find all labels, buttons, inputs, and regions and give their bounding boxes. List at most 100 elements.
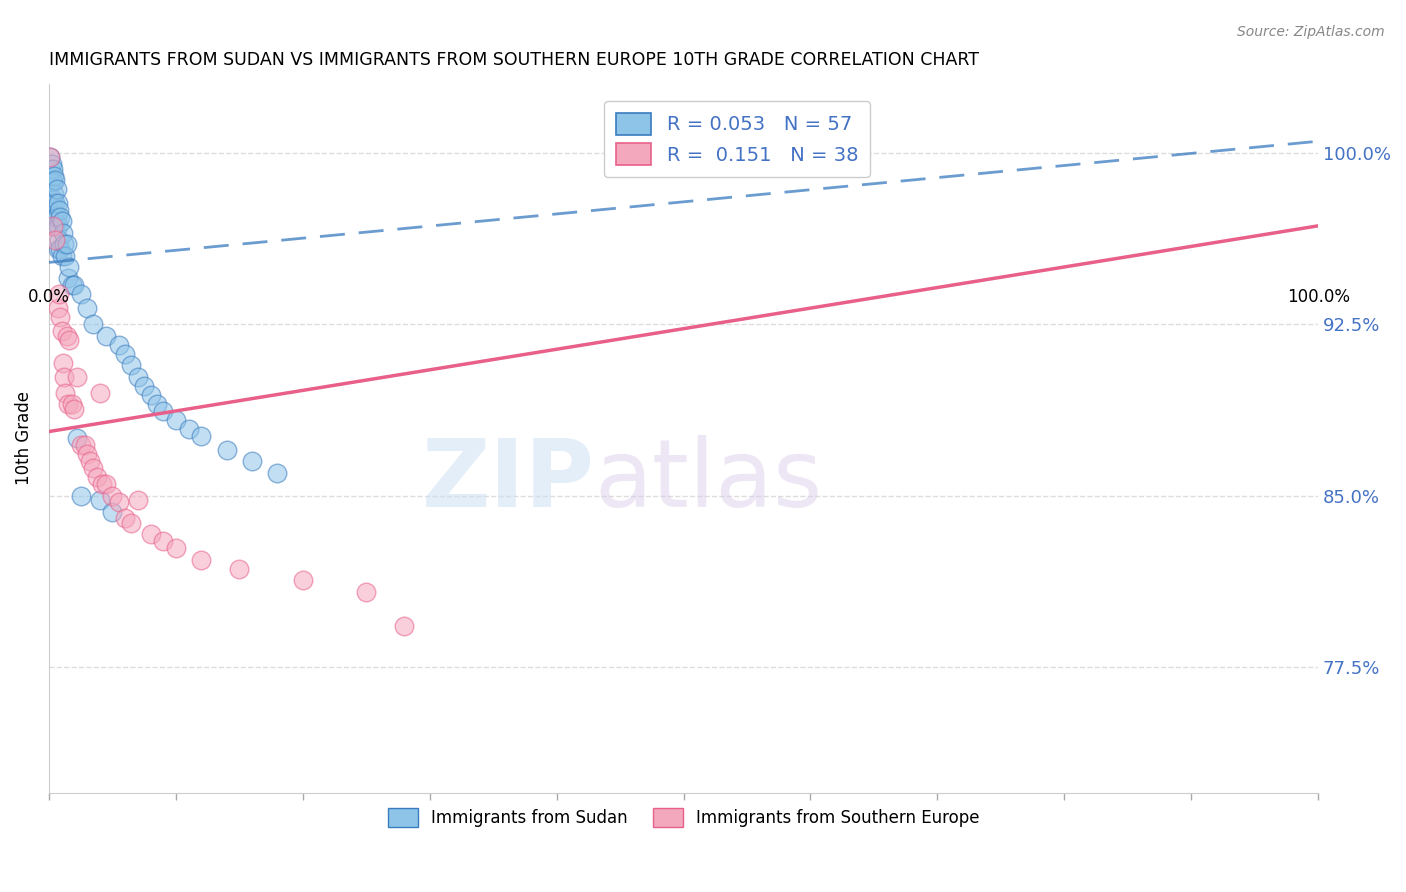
Point [190, 429, 212, 443]
Point [215, 442, 238, 457]
Point [52, 356, 75, 370]
Point [139, 527, 162, 541]
Point [58, 333, 80, 347]
Point [63, 401, 86, 416]
Point [55, 237, 77, 252]
Point [66, 369, 89, 384]
Point [76, 447, 98, 461]
Point [134, 379, 156, 393]
Point [46, 242, 69, 256]
Point [228, 562, 250, 576]
Point [39, 150, 62, 164]
Point [51, 214, 73, 228]
Text: 0.0%: 0.0% [28, 288, 70, 306]
Point [41, 157, 63, 171]
Point [39, 161, 62, 176]
Point [94, 477, 117, 491]
Point [46, 219, 69, 233]
Point [42, 219, 65, 233]
Point [177, 422, 200, 436]
Point [60, 397, 83, 411]
Point [42, 169, 65, 183]
Point [63, 278, 86, 293]
Point [45, 182, 67, 196]
Point [42, 196, 65, 211]
Point [121, 358, 143, 372]
Point [55, 248, 77, 262]
Point [69, 489, 91, 503]
Point [114, 511, 136, 525]
Point [165, 413, 187, 427]
Point [44, 173, 66, 187]
Point [48, 287, 70, 301]
Point [94, 328, 117, 343]
Point [107, 495, 129, 509]
Point [356, 584, 378, 599]
Point [127, 369, 149, 384]
Point [86, 470, 108, 484]
Point [266, 466, 288, 480]
Point [48, 233, 70, 247]
Point [89, 493, 111, 508]
Point [48, 202, 70, 217]
Legend: Immigrants from Sudan, Immigrants from Southern Europe: Immigrants from Sudan, Immigrants from S… [381, 801, 986, 834]
Point [69, 287, 91, 301]
Point [53, 237, 76, 252]
Point [394, 619, 416, 633]
Point [56, 271, 79, 285]
Point [165, 541, 187, 555]
Point [49, 310, 72, 325]
Point [42, 175, 65, 189]
Text: ZIP: ZIP [422, 435, 595, 527]
Point [42, 210, 65, 224]
Point [44, 196, 66, 211]
Point [46, 301, 69, 315]
Point [91, 477, 114, 491]
Point [55, 385, 77, 400]
Point [42, 219, 65, 233]
Point [73, 438, 96, 452]
Point [51, 324, 73, 338]
Point [52, 226, 75, 240]
Point [55, 328, 77, 343]
Point [127, 493, 149, 508]
Point [66, 431, 89, 445]
Point [82, 317, 104, 331]
Text: 100.0%: 100.0% [1286, 288, 1350, 306]
Y-axis label: 10th Grade: 10th Grade [15, 392, 32, 485]
Point [190, 552, 212, 566]
Point [121, 516, 143, 530]
Point [152, 404, 174, 418]
Point [291, 573, 314, 587]
Point [41, 191, 63, 205]
Point [51, 248, 73, 262]
Point [45, 210, 67, 224]
Point [49, 210, 72, 224]
Point [56, 397, 79, 411]
Point [101, 489, 124, 503]
Point [60, 278, 83, 293]
Point [101, 504, 124, 518]
Point [69, 438, 91, 452]
Point [146, 397, 169, 411]
Point [44, 219, 66, 233]
Point [139, 388, 162, 402]
Point [76, 301, 98, 315]
Point [82, 461, 104, 475]
Point [58, 260, 80, 274]
Point [114, 347, 136, 361]
Point [89, 385, 111, 400]
Point [44, 233, 66, 247]
Point [39, 175, 62, 189]
Text: Source: ZipAtlas.com: Source: ZipAtlas.com [1237, 25, 1385, 39]
Point [46, 196, 69, 211]
Point [41, 173, 63, 187]
Point [42, 186, 65, 201]
Point [49, 242, 72, 256]
Point [79, 454, 101, 468]
Point [152, 534, 174, 549]
Point [240, 454, 263, 468]
Text: atlas: atlas [595, 435, 823, 527]
Text: IMMIGRANTS FROM SUDAN VS IMMIGRANTS FROM SOUTHERN EUROPE 10TH GRADE CORRELATION : IMMIGRANTS FROM SUDAN VS IMMIGRANTS FROM… [49, 51, 979, 69]
Point [42, 161, 65, 176]
